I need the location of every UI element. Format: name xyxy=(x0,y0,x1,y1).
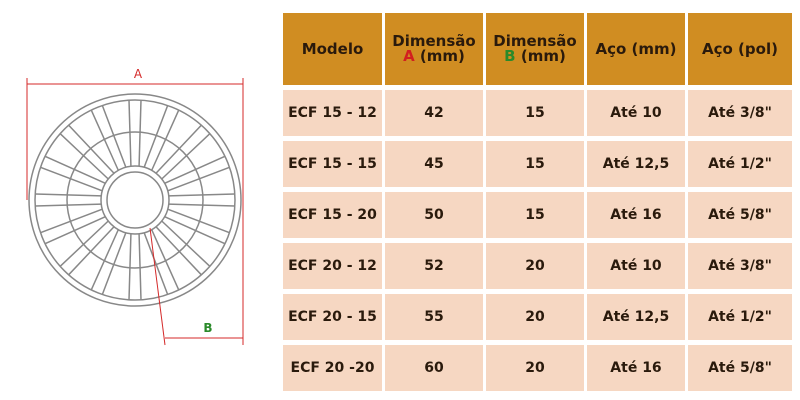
wheel-drawing xyxy=(28,93,242,307)
table-cell: Até 5/8" xyxy=(688,345,792,391)
table-cell: Até 1/2" xyxy=(688,294,792,340)
table-cell: 45 xyxy=(385,141,483,187)
table-cell: ECF 15 - 15 xyxy=(283,141,382,187)
header-cell: Aço (pol) xyxy=(688,13,792,85)
table-cell: Até 1/2" xyxy=(688,141,792,187)
table-cell: 42 xyxy=(385,90,483,136)
header-text: Modelo xyxy=(301,39,364,58)
header-cell: Dimensão B (mm) xyxy=(486,13,584,85)
header-unit: (mm) xyxy=(419,47,465,65)
header-cell: Modelo xyxy=(283,13,382,85)
table-cell: 52 xyxy=(385,243,483,289)
dimension-lines xyxy=(26,78,244,346)
table-cell: Até 10 xyxy=(587,90,685,136)
table-cell: Até 10 xyxy=(587,243,685,289)
table-cell: Até 12,5 xyxy=(587,294,685,340)
table-cell: ECF 20 -20 xyxy=(283,345,382,391)
header-text: Dimensão xyxy=(392,32,476,50)
header-cell: Dimensão A (mm) xyxy=(385,13,483,85)
spec-table: Modelo Dimensão A (mm) Dimensão B (mm) Aço (m… xyxy=(283,13,792,391)
header-text: Dimensão xyxy=(493,32,577,50)
table-cell: Até 16 xyxy=(587,345,685,391)
header-text: Aço (pol) xyxy=(702,39,778,58)
table-cell: 60 xyxy=(385,345,483,391)
table-cell: Até 12,5 xyxy=(587,141,685,187)
table-cell: 50 xyxy=(385,192,483,238)
table-cell: ECF 20 - 15 xyxy=(283,294,382,340)
header-text: Aço (mm) xyxy=(595,39,677,58)
table-cell: Até 3/8" xyxy=(688,90,792,136)
table-cell: ECF 20 - 12 xyxy=(283,243,382,289)
spacer-diagram: A B xyxy=(26,67,244,346)
label-b: B xyxy=(203,321,212,335)
table-cell: 15 xyxy=(486,192,584,238)
table-cell: 15 xyxy=(486,141,584,187)
header-letter: B xyxy=(504,47,516,65)
table-cell: Até 16 xyxy=(587,192,685,238)
table-cell: Até 5/8" xyxy=(688,192,792,238)
table-cell: ECF 15 - 12 xyxy=(283,90,382,136)
table-cell: Até 3/8" xyxy=(688,243,792,289)
header-unit-line: B (mm) xyxy=(504,49,566,64)
table-cell: ECF 15 - 20 xyxy=(283,192,382,238)
table-cell: 20 xyxy=(486,345,584,391)
header-cell: Aço (mm) xyxy=(587,13,685,85)
table-cell: 20 xyxy=(486,294,584,340)
label-a: A xyxy=(134,67,143,81)
table-cell: 15 xyxy=(486,90,584,136)
table-cell: 55 xyxy=(385,294,483,340)
header-letter: A xyxy=(403,47,415,65)
table-cell: 20 xyxy=(486,243,584,289)
header-unit: (mm) xyxy=(520,47,566,65)
header-unit-line: A (mm) xyxy=(403,49,465,64)
